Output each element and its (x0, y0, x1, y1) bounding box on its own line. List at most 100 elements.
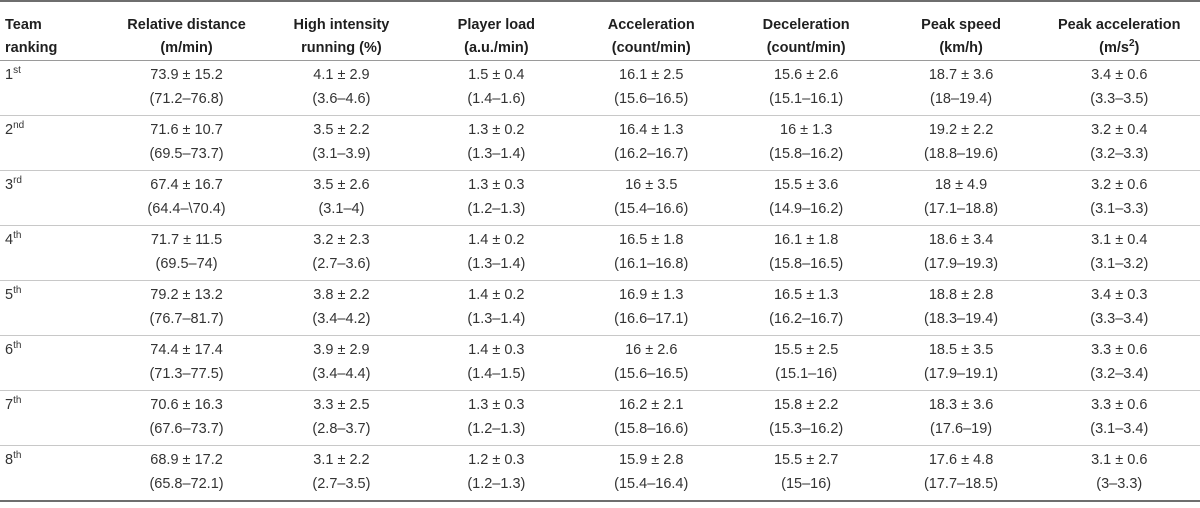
mean-sd-cell: 16.4 ± 1.3 (619, 122, 684, 138)
confidence-interval-cell: (1.3–1.4) (418, 252, 574, 281)
mean-sd-cell: 15.5 ± 2.7 (773, 452, 839, 468)
header-label-line2: (count/min) (766, 40, 846, 56)
mean-sd-cell: 3.1 ± 2.2 (313, 452, 370, 468)
unit-exponent: 2 (1128, 38, 1135, 50)
confidence-interval-cell: (16.6–17.1) (573, 307, 729, 336)
header-player-load: Player load (a.u./min) (418, 0, 574, 61)
empty-rank-cell (0, 87, 110, 116)
rank-ordinal-suffix: th (13, 450, 22, 462)
mean-sd-cell: 3.3 ± 2.5 (313, 397, 370, 413)
table-row-ci: (71.2–76.8) (3.6–4.6) (1.4–1.6) (15.6–16.5)… (0, 87, 1200, 116)
confidence-interval-cell: (3.2–3.4) (1038, 362, 1200, 391)
header-label-line2: (a.u./min) (464, 40, 529, 56)
mean-sd-cell: 3.1 ± 0.4 (1091, 232, 1148, 248)
confidence-interval-cell: (3.1–3.2) (1038, 252, 1200, 281)
confidence-interval-cell: (3.4–4.4) (263, 362, 419, 391)
rank-ordinal-suffix: th (13, 340, 22, 352)
header-deceleration: Deceleration (count/min) (728, 0, 884, 61)
team-rank-cell: 3rd (0, 171, 109, 198)
confidence-interval-cell: (2.7–3.5) (263, 472, 419, 502)
mean-sd-cell: 1.3 ± 0.3 (468, 177, 525, 193)
confidence-interval-cell: (76.7–81.7) (109, 307, 264, 336)
confidence-interval-cell: (3.1–4) (263, 197, 419, 226)
unit-close: ) (1134, 40, 1140, 56)
table-row-ci: (69.5–73.7) (3.1–3.9) (1.3–1.4) (16.2–16.7)… (0, 142, 1200, 171)
confidence-interval-cell: (69.5–74) (109, 252, 264, 281)
mean-sd-cell: 18.7 ± 3.6 (928, 67, 994, 83)
rank-number: 1 (5, 67, 14, 83)
header-label-line1: Team (5, 17, 42, 33)
table-row-ci: (76.7–81.7) (3.4–4.2) (1.3–1.4) (16.6–17.1)… (0, 307, 1200, 336)
confidence-interval-cell: (67.6–73.7) (109, 417, 264, 446)
table-row-mean: 3rd 67.4 ± 16.7 3.5 ± 2.6 1.3 ± 0.3 16 ± 3.5… (0, 171, 1200, 198)
rank-number: 4 (5, 232, 14, 248)
team-rank-cell: 1st (0, 61, 109, 88)
rank-ordinal-suffix: th (13, 395, 22, 407)
header-acceleration: Acceleration (count/min) (573, 0, 729, 61)
mean-sd-cell: 3.2 ± 0.4 (1091, 122, 1148, 138)
team-rank-cell: 8th (0, 446, 109, 473)
confidence-interval-cell: (17.6–19) (883, 417, 1039, 446)
table-row-mean: 4th 71.7 ± 11.5 3.2 ± 2.3 1.4 ± 0.2 16.5 ± 1… (0, 226, 1200, 253)
confidence-interval-cell: (64.4–\70.4) (109, 197, 264, 226)
header-team-ranking: Team ranking (0, 0, 110, 61)
mean-sd-cell: 3.3 ± 0.6 (1091, 397, 1148, 413)
mean-sd-cell: 16.2 ± 2.1 (619, 397, 684, 413)
team-rank-cell: 6th (0, 336, 109, 363)
mean-sd-cell: 3.9 ± 2.9 (313, 342, 370, 358)
mean-sd-cell: 18.3 ± 3.6 (928, 397, 994, 413)
mean-sd-cell: 16 ± 3.5 (625, 177, 678, 193)
confidence-interval-cell: (2.8–3.7) (263, 417, 419, 446)
empty-rank-cell (0, 252, 110, 281)
team-rank-cell: 4th (0, 226, 109, 253)
rank-ordinal-suffix: rd (13, 175, 22, 187)
mean-sd-cell: 70.6 ± 16.3 (150, 397, 223, 413)
confidence-interval-cell: (17.1–18.8) (883, 197, 1039, 226)
confidence-interval-cell: (3.3–3.4) (1038, 307, 1200, 336)
confidence-interval-cell: (3.1–3.9) (263, 142, 419, 171)
confidence-interval-cell: (17.9–19.1) (883, 362, 1039, 391)
confidence-interval-cell: (15.4–16.6) (573, 197, 729, 226)
header-label-line1: High intensity (293, 17, 390, 33)
confidence-interval-cell: (65.8–72.1) (109, 472, 264, 502)
mean-sd-cell: 16.5 ± 1.3 (773, 287, 839, 303)
mean-sd-cell: 71.6 ± 10.7 (150, 122, 223, 138)
mean-sd-cell: 3.8 ± 2.2 (313, 287, 370, 303)
mean-sd-cell: 15.8 ± 2.2 (773, 397, 839, 413)
confidence-interval-cell: (1.2–1.3) (418, 197, 574, 226)
confidence-interval-cell: (15.1–16) (728, 362, 884, 391)
mean-sd-cell: 74.4 ± 17.4 (150, 342, 223, 358)
table-row-mean: 7th 70.6 ± 16.3 3.3 ± 2.5 1.3 ± 0.3 16.2 ± 2… (0, 391, 1200, 418)
confidence-interval-cell: (18.8–19.6) (883, 142, 1039, 171)
mean-sd-cell: 18.8 ± 2.8 (928, 287, 994, 303)
header-relative-distance: Relative distance (m/min) (109, 0, 264, 61)
confidence-interval-cell: (18–19.4) (883, 87, 1039, 116)
rank-number: 5 (5, 287, 14, 303)
mean-sd-cell: 17.6 ± 4.8 (928, 452, 994, 468)
header-label-line2: (m/s2) (1043, 37, 1196, 60)
mean-sd-cell: 15.9 ± 2.8 (619, 452, 684, 468)
mean-sd-cell: 16.1 ± 1.8 (773, 232, 839, 248)
header-label-line1: Deceleration (762, 17, 850, 33)
rank-ordinal-suffix: th (13, 285, 22, 297)
rank-number: 8 (5, 452, 14, 468)
mean-sd-cell: 3.2 ± 0.6 (1091, 177, 1148, 193)
confidence-interval-cell: (16.2–16.7) (728, 307, 884, 336)
confidence-interval-cell: (3.6–4.6) (263, 87, 419, 116)
header-label-line1: Peak speed (921, 17, 1001, 33)
header-label-line1: Acceleration (607, 17, 695, 33)
confidence-interval-cell: (15.3–16.2) (728, 417, 884, 446)
mean-sd-cell: 15.5 ± 3.6 (773, 177, 839, 193)
confidence-interval-cell: (1.3–1.4) (418, 307, 574, 336)
mean-sd-cell: 68.9 ± 17.2 (150, 452, 223, 468)
confidence-interval-cell: (3–3.3) (1038, 472, 1200, 502)
confidence-interval-cell: (1.2–1.3) (418, 472, 574, 502)
table-row-mean: 1st 73.9 ± 15.2 4.1 ± 2.9 1.5 ± 0.4 16.1 ± 2… (0, 61, 1200, 88)
confidence-interval-cell: (3.1–3.3) (1038, 197, 1200, 226)
table-row-ci: (67.6–73.7) (2.8–3.7) (1.2–1.3) (15.8–16.6)… (0, 417, 1200, 446)
mean-sd-cell: 73.9 ± 15.2 (150, 67, 223, 83)
confidence-interval-cell: (17.9–19.3) (883, 252, 1039, 281)
mean-sd-cell: 18.6 ± 3.4 (928, 232, 994, 248)
confidence-interval-cell: (69.5–73.7) (109, 142, 264, 171)
